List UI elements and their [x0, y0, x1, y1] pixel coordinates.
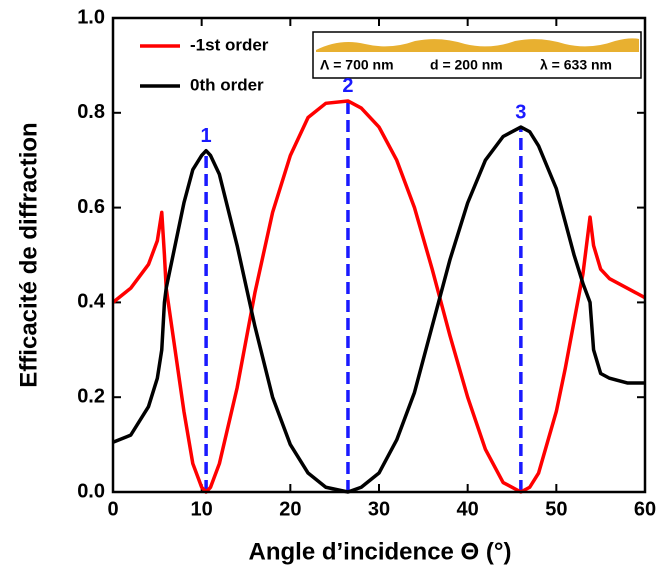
inset-box: [312, 31, 642, 79]
y-tick-label: 0.2: [77, 385, 105, 407]
inset-label: λ = 633 nm: [540, 57, 612, 73]
marker-label: 2: [342, 75, 353, 97]
series-line: [112, 125, 645, 494]
inset-label: d = 200 nm: [430, 57, 503, 73]
x-tick-label: 60: [634, 498, 656, 520]
legend-label: 0th order: [190, 75, 264, 94]
plot-frame: [111, 16, 647, 494]
grating: [316, 38, 639, 52]
legend-label: -1st order: [190, 35, 269, 54]
y-axis-label: Efficacité de diffraction: [15, 122, 42, 387]
y-tick-label: 0.4: [77, 291, 106, 313]
x-tick-label: 0: [107, 498, 118, 520]
marker-label: 3: [515, 101, 526, 123]
x-tick-label: 50: [545, 498, 567, 520]
x-tick-label: 30: [368, 498, 390, 520]
y-tick-label: 0.8: [77, 101, 105, 123]
inset-label: Λ = 700 nm: [320, 57, 394, 73]
x-tick-label: 40: [457, 498, 479, 520]
y-tick-label: 0.6: [77, 196, 105, 218]
y-tick-label: 0.0: [77, 480, 105, 502]
x-tick-label: 10: [191, 498, 213, 520]
marker-label: 1: [201, 125, 212, 147]
x-tick-label: 20: [279, 498, 301, 520]
x-axis-label: Angle d’incidence Θ (°): [249, 538, 512, 565]
y-tick-label: 1.0: [77, 6, 105, 28]
inset: [312, 31, 642, 79]
series-line: [111, 99, 646, 494]
